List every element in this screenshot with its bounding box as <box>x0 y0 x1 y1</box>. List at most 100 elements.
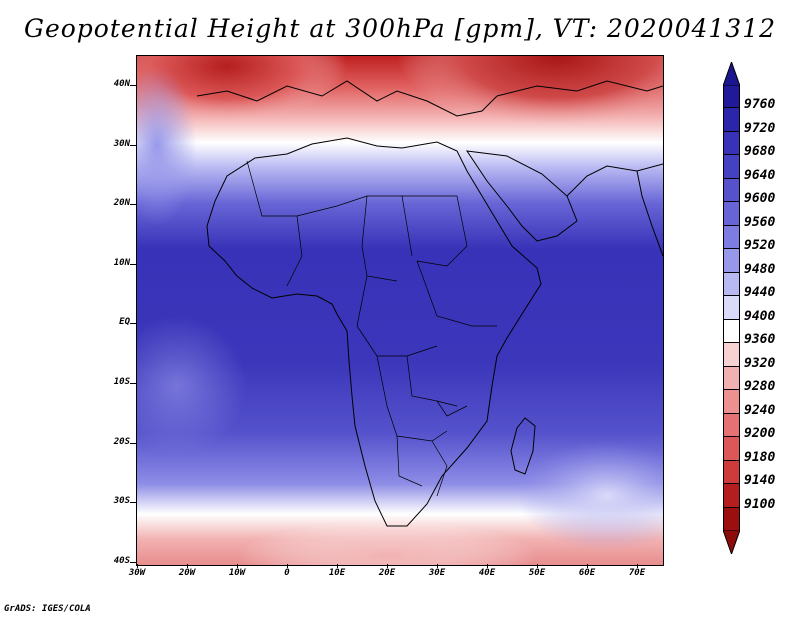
colorbar-divider <box>723 365 740 367</box>
lat-tick <box>130 442 136 444</box>
lon-tick <box>437 564 438 568</box>
lon-tick <box>187 564 188 568</box>
colorbar-divider <box>723 342 740 344</box>
ridge-atlantic <box>137 66 197 226</box>
colorbar-divider <box>723 506 740 508</box>
lon-label: 10E <box>328 568 346 578</box>
lat-label: 10N <box>113 257 130 268</box>
colorbar-segment <box>723 506 740 531</box>
colorbar-divider <box>723 389 740 391</box>
lat-tick <box>130 263 136 265</box>
credit-footer: GrADS: IGES/COLA <box>4 604 91 614</box>
colorbar-divider <box>723 295 740 297</box>
colorbar-label: 9360 <box>744 332 776 348</box>
trough-northeast <box>397 56 663 126</box>
colorbar-divider <box>723 412 740 414</box>
colorbar-label: 9100 <box>744 496 776 512</box>
colorbar-label: 9180 <box>744 449 776 465</box>
colorbar-segment <box>723 342 740 367</box>
lon-label: 70E <box>628 568 646 578</box>
colorbar-segment <box>723 107 740 132</box>
colorbar-label: 9400 <box>744 308 776 324</box>
lon-label: 10W <box>228 568 246 578</box>
lat-tick <box>130 204 136 206</box>
colorbar-segment <box>723 318 740 343</box>
lat-label: 40S <box>113 555 130 566</box>
colorbar-bottom-arrow <box>723 530 740 554</box>
lon-label: 50E <box>528 568 546 578</box>
colorbar-label: 9140 <box>744 473 776 489</box>
colorbar-segment <box>723 84 740 108</box>
colorbar-segment <box>723 201 740 226</box>
lon-tick <box>287 564 288 568</box>
colorbar-label: 9680 <box>744 144 776 160</box>
colorbar-segment <box>723 365 740 390</box>
lon-label: 60E <box>578 568 596 578</box>
colorbar-label: 9640 <box>744 167 776 183</box>
colorbar-label: 9560 <box>744 214 776 230</box>
colorbar-label: 9320 <box>744 355 776 371</box>
lat-tick <box>130 85 136 86</box>
lat-tick <box>130 502 136 504</box>
colorbar-label: 9760 <box>744 97 776 113</box>
lon-label: 20E <box>378 568 396 578</box>
lat-tick <box>130 323 136 325</box>
lon-label: 40E <box>478 568 496 578</box>
colorbar-divider <box>723 483 740 485</box>
map-panel[interactable] <box>136 55 664 566</box>
lon-tick <box>237 564 238 568</box>
lon-tick <box>337 564 338 568</box>
colorbar-segment <box>723 412 740 437</box>
colorbar-segment <box>723 271 740 296</box>
colorbar-label: 9240 <box>744 402 776 418</box>
colorbar-divider <box>723 248 740 250</box>
colorbar-segment <box>723 295 740 320</box>
chart-title: Geopotential Height at 300hPa [gpm], VT:… <box>23 14 777 43</box>
colorbar <box>723 84 740 544</box>
lon-tick <box>487 564 488 568</box>
lon-label: 0 <box>284 568 290 578</box>
colorbar-divider <box>723 271 740 273</box>
colorbar-segment <box>723 389 740 414</box>
country-borders <box>246 160 497 497</box>
colorbar-divider <box>723 154 740 156</box>
lat-label: 10S <box>113 377 130 387</box>
colorbar-segment <box>723 483 740 508</box>
lon-tick <box>537 564 538 568</box>
ridge-indian-ocean <box>517 441 663 551</box>
lon-label: 30E <box>428 568 446 578</box>
colorbar-divider <box>723 107 740 109</box>
colorbar-segment <box>723 154 740 179</box>
colorbar-segment <box>723 130 740 155</box>
colorbar-divider <box>723 201 740 203</box>
colorbar-label: 9480 <box>744 261 776 277</box>
coastlines <box>196 80 663 527</box>
lon-tick <box>587 564 588 568</box>
colorbar-segment <box>723 224 740 249</box>
colorbar-segment <box>723 459 740 484</box>
colorbar-label: 9520 <box>744 238 776 254</box>
lat-label: 40N <box>113 79 130 89</box>
colorbar-label: 9280 <box>744 379 776 395</box>
lat-tick <box>130 144 136 146</box>
colorbar-divider <box>723 177 740 179</box>
lon-label: 30W <box>128 568 146 578</box>
colorbar-divider <box>723 318 740 320</box>
colorbar-divider <box>723 436 740 438</box>
colorbar-divider <box>723 130 740 132</box>
lat-label: 20N <box>113 198 130 209</box>
colorbar-label: 9720 <box>744 120 776 136</box>
colorbar-segment <box>723 436 740 461</box>
colorbar-segment <box>723 248 740 273</box>
lat-label: 30S <box>113 496 130 507</box>
trough-southern <box>237 521 537 565</box>
lat-label: 20S <box>113 436 130 447</box>
lon-tick <box>637 564 638 568</box>
colorbar-divider <box>723 459 740 461</box>
lon-label: 20W <box>178 568 196 578</box>
lon-tick <box>387 564 388 568</box>
lat-tick <box>130 561 136 563</box>
colorbar-divider <box>723 224 740 226</box>
lat-label: 30N <box>113 138 130 149</box>
lat-label: EQ <box>119 317 130 328</box>
